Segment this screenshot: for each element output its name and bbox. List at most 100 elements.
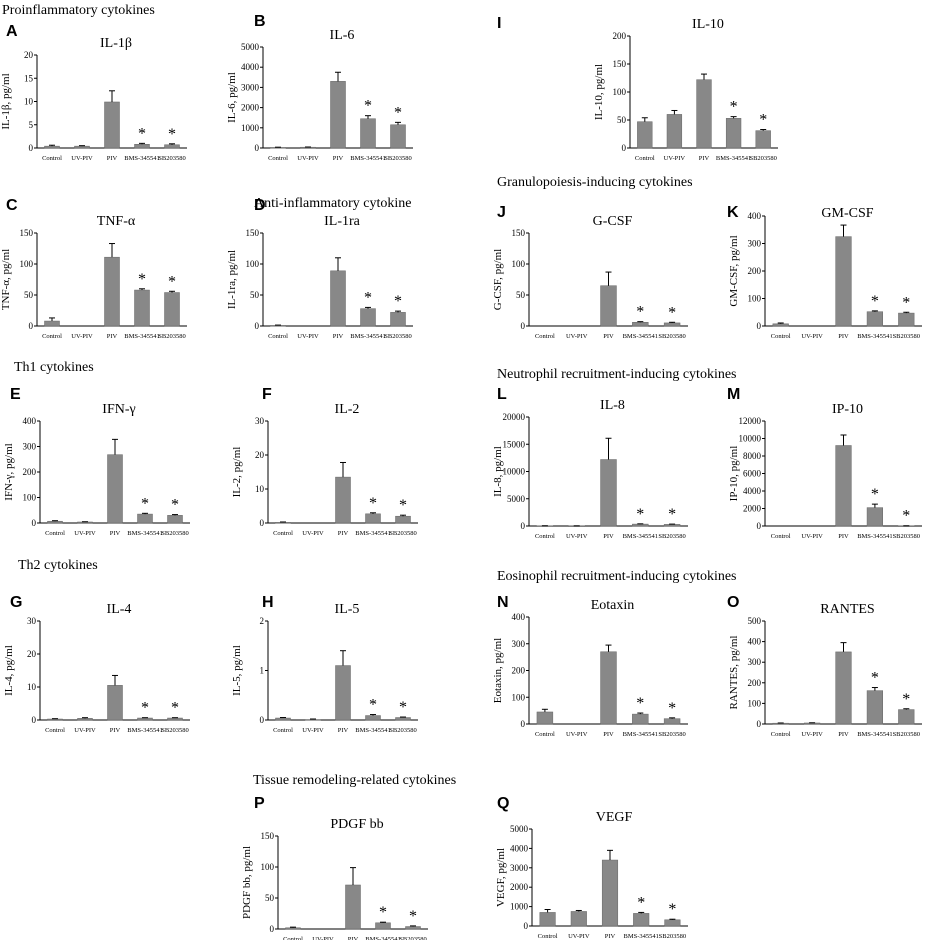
bar [536, 711, 554, 725]
x-tick-label: UV-PIV [297, 155, 319, 162]
bar [134, 289, 150, 327]
x-tick-label: Control [42, 333, 62, 340]
panel-letter: L [497, 386, 507, 403]
y-tick-label: 1 [260, 666, 265, 676]
significance-mark: * [394, 104, 402, 121]
y-tick-label: 5000 [507, 494, 526, 504]
bar [47, 520, 63, 524]
x-tick-label: PIV [603, 533, 614, 540]
y-tick-label: 100 [512, 259, 526, 269]
y-tick-label: 0 [521, 521, 526, 531]
panel-i: I IL-10 0 50 100 150 200 IL-10, pg/ml Control UV-… [497, 15, 778, 162]
x-tick-label: SB203580 [389, 530, 416, 537]
x-tick-label: BMS-345541 [127, 530, 162, 537]
y-tick-label: 300 [748, 239, 762, 249]
y-tick-label: 4000 [241, 62, 260, 72]
y-tick-label: 20 [255, 450, 265, 460]
y-tick-label: 10 [27, 682, 37, 692]
y-tick-label: 30 [27, 616, 37, 626]
significance-mark: * [171, 700, 179, 717]
section-tissue-remodeling: Tissue remodeling-related cytokines [253, 773, 456, 788]
bar [866, 311, 883, 327]
x-tick-label: Control [268, 155, 288, 162]
section-th1: Th1 cytokines [14, 360, 94, 375]
bar [663, 524, 681, 527]
significance-mark: * [364, 289, 372, 306]
panel-letter: H [262, 594, 274, 611]
x-tick-label: UV-PIV [74, 530, 96, 537]
bar [663, 718, 681, 725]
bar [696, 79, 712, 149]
chart-title: IL-8 [600, 398, 625, 413]
bar [600, 285, 617, 327]
x-tick-label: SB203580 [384, 333, 411, 340]
chart-title: VEGF [596, 810, 633, 825]
x-tick-label: PIV [333, 333, 344, 340]
x-tick-label: SB203580 [893, 731, 920, 738]
bar [365, 513, 381, 524]
significance-mark: * [364, 98, 372, 115]
y-tick-label: 200 [23, 467, 37, 477]
significance-mark: * [637, 894, 645, 911]
y-axis-label: VEGF, pg/ml [495, 848, 507, 907]
bar [633, 913, 650, 927]
x-tick-label: UV-PIV [71, 333, 93, 340]
bar [600, 459, 617, 527]
x-tick-label: UV-PIV [302, 727, 324, 734]
y-tick-label: 1000 [241, 123, 260, 133]
section-eosinophil: Eosinophil recruitment-inducing cytokine… [497, 569, 737, 584]
y-axis-label: TNF-α, pg/ml [0, 249, 12, 310]
x-tick-label: UV-PIV [297, 333, 319, 340]
x-tick-label: SB203580 [659, 933, 686, 940]
x-tick-label: BMS-345541 [350, 333, 385, 340]
chart-title: RANTES [820, 602, 874, 617]
x-tick-label: SB203580 [158, 333, 185, 340]
significance-mark: * [409, 908, 417, 925]
bar [167, 717, 183, 721]
x-tick-label: SB203580 [893, 333, 920, 340]
chart-title: Eotaxin [591, 598, 635, 613]
significance-mark: * [399, 699, 407, 716]
bar [898, 709, 915, 725]
panel-letter: F [262, 386, 272, 403]
significance-mark: * [171, 497, 179, 514]
bar [663, 322, 681, 327]
y-tick-label: 0 [757, 321, 762, 331]
bar [104, 256, 120, 327]
y-tick-label: 0 [521, 321, 526, 331]
significance-mark: * [394, 293, 402, 310]
significance-mark: * [138, 125, 146, 142]
significance-mark: * [636, 506, 644, 523]
x-tick-label: Control [42, 155, 62, 162]
x-tick-label: SB203580 [161, 727, 188, 734]
x-tick-label: PIV [107, 333, 118, 340]
y-tick-label: 0 [29, 321, 34, 331]
y-tick-label: 100 [20, 259, 34, 269]
y-tick-label: 0 [260, 715, 265, 725]
y-tick-label: 0 [255, 321, 260, 331]
x-tick-label: UV-PIV [801, 333, 823, 340]
bar [725, 118, 742, 149]
x-tick-label: Control [538, 933, 558, 940]
x-tick-label: PIV [838, 533, 849, 540]
y-tick-label: 400 [23, 416, 37, 426]
significance-mark: * [871, 670, 879, 687]
panel-q: Q VEGF 0 1000 2000 3000 4000 5000 VEGF, pg/ml Con… [495, 795, 688, 940]
x-tick-label: BMS-345541 [355, 727, 390, 734]
x-tick-label: UV-PIV [801, 731, 823, 738]
significance-mark: * [138, 271, 146, 288]
x-tick-label: SB203580 [161, 530, 188, 537]
x-tick-label: Control [45, 727, 65, 734]
bar [835, 445, 852, 527]
x-tick-label: PIV [603, 333, 614, 340]
section-neutrophil: Neutrophil recruitment-inducing cytokine… [497, 367, 737, 382]
y-tick-label: 100 [748, 698, 762, 708]
bar [632, 322, 649, 327]
section-granulopoiesis: Granulopoiesis-inducing cytokines [497, 175, 693, 190]
bar [335, 665, 351, 721]
significance-mark: * [730, 99, 738, 116]
bar [772, 323, 789, 327]
panel-a: A IL-1β 0 5 10 15 20 IL-1β, pg/ml Control UV-PIV P… [0, 23, 187, 162]
x-tick-label: SB203580 [658, 533, 685, 540]
bar [285, 927, 301, 930]
